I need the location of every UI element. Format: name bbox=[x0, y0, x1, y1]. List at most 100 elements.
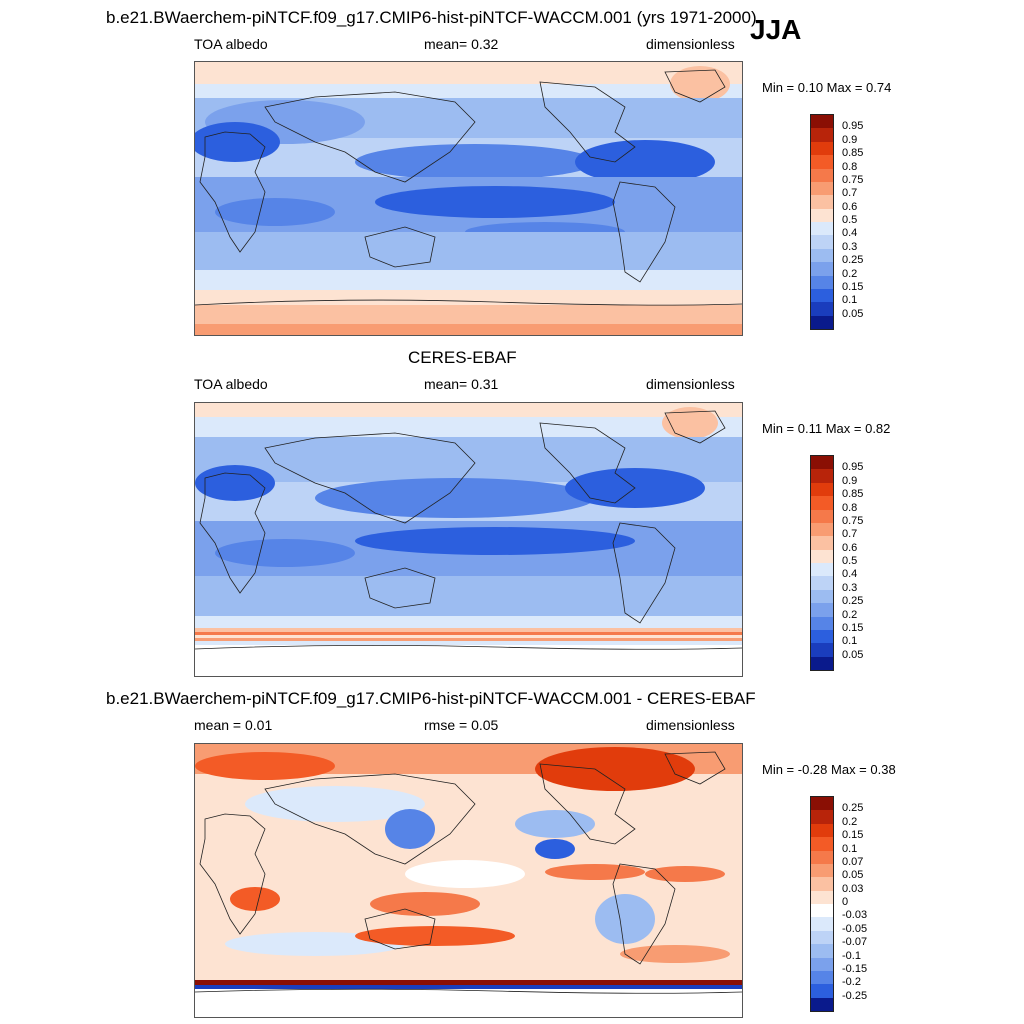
panel3-map bbox=[194, 743, 743, 1018]
panel1-mean-label: mean= 0.32 bbox=[424, 36, 499, 52]
panel1-title: b.e21.BWaerchem-piNTCF.f09_g17.CMIP6-his… bbox=[106, 8, 757, 27]
panel2-left-label: TOA albedo bbox=[194, 376, 268, 392]
colorbar-tick-label: 0.95 bbox=[842, 461, 864, 474]
colorbar-swatch bbox=[811, 275, 833, 289]
panel2-mean-label: mean= 0.31 bbox=[424, 376, 499, 392]
colorbar-tick-label: 0.4 bbox=[842, 568, 858, 581]
colorbar-tick-label: 0.15 bbox=[842, 280, 864, 293]
colorbar-swatch bbox=[811, 997, 833, 1011]
colorbar-swatch bbox=[811, 496, 833, 510]
panel3-rmse-label: rmse = 0.05 bbox=[424, 717, 499, 733]
colorbar-tick-label: 0.6 bbox=[842, 200, 858, 213]
colorbar-tick-label: 0.2 bbox=[842, 608, 858, 621]
colorbar-tick-label: 0.1 bbox=[842, 294, 858, 307]
panel1-units-label: dimensionless bbox=[646, 36, 735, 52]
colorbar-swatch bbox=[811, 957, 833, 971]
colorbar-tick-label: 0.25 bbox=[842, 802, 864, 815]
colorbar-tick-label: 0.05 bbox=[842, 648, 864, 661]
panel2-title: CERES-EBAF bbox=[408, 348, 517, 367]
colorbar-tick-label: 0.5 bbox=[842, 214, 858, 226]
colorbar-tick-label: 0.75 bbox=[842, 173, 864, 186]
colorbar-tick-label: 0.7 bbox=[842, 528, 858, 541]
colorbar-swatch bbox=[811, 168, 833, 182]
colorbar-swatch bbox=[811, 536, 833, 550]
panel1-map bbox=[194, 61, 743, 336]
colorbar-tick-label: 0.05 bbox=[842, 307, 864, 320]
colorbar-swatch bbox=[811, 549, 833, 563]
colorbar-tick-label: -0.05 bbox=[842, 922, 868, 935]
colorbar-tick-label: 0.5 bbox=[842, 555, 858, 567]
colorbar-swatch bbox=[811, 141, 833, 156]
colorbar-swatch bbox=[811, 469, 833, 483]
colorbar-swatch bbox=[811, 837, 833, 851]
colorbar-swatch bbox=[811, 128, 833, 142]
colorbar-tick-label: 0.1 bbox=[842, 842, 858, 855]
panel3-title: b.e21.BWaerchem-piNTCF.f09_g17.CMIP6-his… bbox=[106, 689, 756, 708]
colorbar-tick-label: 0.95 bbox=[842, 120, 864, 133]
colorbar-tick-label: -0.2 bbox=[842, 976, 861, 989]
panel1-colorbar bbox=[810, 114, 834, 330]
colorbar-tick-label: 0.15 bbox=[842, 829, 864, 842]
colorbar-swatch bbox=[811, 603, 833, 617]
colorbar-tick-label: 0 bbox=[842, 896, 849, 908]
colorbar-tick-label: 0.75 bbox=[842, 514, 864, 527]
colorbar-tick-label: 0.15 bbox=[842, 621, 864, 634]
panel3-units-label: dimensionless bbox=[646, 717, 735, 733]
panel3-minmax: Min = -0.28 Max = 0.38 bbox=[762, 762, 896, 777]
colorbar-swatch bbox=[811, 629, 833, 644]
colorbar-swatch bbox=[811, 262, 833, 276]
colorbar-tick-label: 0.7 bbox=[842, 187, 858, 200]
panel1-left-label: TOA albedo bbox=[194, 36, 268, 52]
colorbar-tick-label: -0.07 bbox=[842, 936, 868, 949]
colorbar-tick-label: -0.15 bbox=[842, 962, 868, 975]
colorbar-tick-label: -0.03 bbox=[842, 909, 868, 922]
colorbar-swatch bbox=[811, 904, 833, 918]
colorbar-swatch bbox=[811, 984, 833, 998]
colorbar-swatch bbox=[811, 181, 833, 196]
colorbar-swatch bbox=[811, 482, 833, 497]
colorbar-tick-label: 0.25 bbox=[842, 254, 864, 267]
colorbar-tick-label: 0.4 bbox=[842, 227, 858, 240]
colorbar-swatch bbox=[811, 563, 833, 577]
colorbar-swatch bbox=[811, 823, 833, 838]
colorbar-swatch bbox=[811, 222, 833, 236]
colorbar-swatch bbox=[811, 930, 833, 945]
colorbar-tick-label: 0.9 bbox=[842, 133, 858, 146]
panel2-minmax: Min = 0.11 Max = 0.82 bbox=[762, 421, 891, 436]
colorbar-swatch bbox=[811, 248, 833, 263]
colorbar-swatch bbox=[811, 850, 833, 864]
colorbar-swatch bbox=[811, 917, 833, 931]
panel2-units-label: dimensionless bbox=[646, 376, 735, 392]
colorbar-swatch bbox=[811, 522, 833, 537]
colorbar-tick-label: 0.07 bbox=[842, 855, 864, 868]
colorbar-tick-label: 0.03 bbox=[842, 882, 864, 895]
colorbar-swatch bbox=[811, 616, 833, 630]
colorbar-swatch bbox=[811, 877, 833, 891]
colorbar-swatch bbox=[811, 315, 833, 329]
colorbar-swatch bbox=[811, 810, 833, 824]
colorbar-swatch bbox=[811, 863, 833, 878]
colorbar-swatch bbox=[811, 155, 833, 169]
colorbar-swatch bbox=[811, 208, 833, 222]
colorbar-tick-label: 0.8 bbox=[842, 160, 858, 173]
colorbar-tick-label: 0.25 bbox=[842, 595, 864, 608]
colorbar-swatch bbox=[811, 288, 833, 303]
colorbar-tick-label: -0.25 bbox=[842, 989, 868, 1002]
colorbar-tick-label: 0.9 bbox=[842, 474, 858, 487]
colorbar-tick-label: 0.3 bbox=[842, 581, 858, 594]
panel2-colorbar bbox=[810, 455, 834, 671]
colorbar-tick-label: -0.1 bbox=[842, 949, 861, 962]
colorbar-tick-label: 0.3 bbox=[842, 240, 858, 253]
colorbar-tick-label: 0.8 bbox=[842, 501, 858, 514]
colorbar-tick-label: 0.85 bbox=[842, 147, 864, 160]
colorbar-swatch bbox=[811, 656, 833, 670]
colorbar-swatch bbox=[811, 944, 833, 958]
colorbar-tick-label: 0.6 bbox=[842, 541, 858, 554]
colorbar-tick-label: 0.1 bbox=[842, 635, 858, 648]
colorbar-swatch bbox=[811, 302, 833, 316]
colorbar-swatch bbox=[811, 235, 833, 249]
colorbar-swatch bbox=[811, 797, 833, 811]
colorbar-tick-label: 0.85 bbox=[842, 488, 864, 501]
colorbar-tick-label: 0.2 bbox=[842, 815, 858, 828]
colorbar-swatch bbox=[811, 589, 833, 604]
